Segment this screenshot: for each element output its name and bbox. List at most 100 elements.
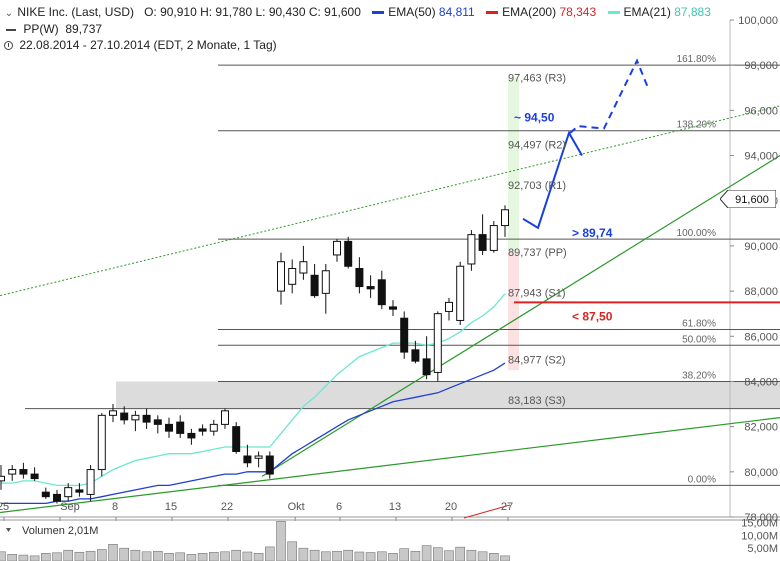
y-tick-label: 96,000 xyxy=(744,105,778,117)
ema200-value: 78,343 xyxy=(559,5,597,19)
ema21-swatch-icon xyxy=(607,11,620,15)
candle xyxy=(221,408,229,429)
candle-body xyxy=(277,261,285,292)
ema-lines xyxy=(1,293,506,505)
candle xyxy=(75,483,84,497)
volume-bar xyxy=(153,550,163,561)
x-tick-label: 6 xyxy=(336,501,342,513)
candle-body xyxy=(254,455,263,459)
volume-bar xyxy=(40,553,51,561)
candle-body xyxy=(86,469,95,495)
candle-body xyxy=(366,286,375,290)
candle xyxy=(333,239,341,262)
ema21-label: EMA(21) xyxy=(623,5,671,19)
volume-bar xyxy=(97,549,107,561)
projection-solid xyxy=(522,130,583,230)
volume-bar xyxy=(432,547,443,561)
candle xyxy=(389,300,397,316)
ema21-value: 87,883 xyxy=(674,5,711,19)
volume-bar xyxy=(410,550,421,561)
volume-bar xyxy=(444,550,454,561)
legend-ema50[interactable]: EMA(50) 84,811 xyxy=(372,5,475,19)
candle-body xyxy=(355,268,364,288)
candle xyxy=(456,261,465,325)
y-tick-label: 80,000 xyxy=(744,467,778,479)
candle xyxy=(433,311,442,382)
projection: ~ 94,50 > 89,74 < 87,50 xyxy=(514,58,780,323)
candle xyxy=(232,422,241,454)
volume-bar xyxy=(108,544,118,561)
chart-background xyxy=(116,77,780,409)
candle xyxy=(8,465,17,481)
candles[interactable] xyxy=(0,205,509,504)
date-range: 22.08.2014 - 27.10.2014 (EDT, 2 Monate, … xyxy=(19,38,277,52)
volume-bar xyxy=(488,553,499,561)
ema200-label: EMA(200) xyxy=(502,5,557,19)
candle xyxy=(299,245,308,280)
projection-dashed xyxy=(569,58,649,134)
volume-bar xyxy=(186,554,197,561)
fib-level-label: 61.80% xyxy=(682,318,716,329)
candle-body xyxy=(467,234,476,265)
candle xyxy=(176,415,185,438)
last-price-tag: 91,600 xyxy=(720,190,776,208)
volume-bar xyxy=(264,546,275,561)
candle xyxy=(109,404,117,423)
volume-bar xyxy=(466,549,477,561)
candle-body xyxy=(389,306,397,310)
ema50-line xyxy=(1,362,506,505)
volume-tick-label: 15,00M xyxy=(741,518,778,530)
legend-ema200[interactable]: EMA(200) 78,343 xyxy=(486,5,596,19)
y-tick-label: 84,000 xyxy=(744,376,778,388)
y-axis: 100,00098,00096,00094,00092,00090,00088,… xyxy=(730,15,778,524)
volume-bar xyxy=(365,552,376,561)
pivot-swatch-icon xyxy=(6,28,16,31)
candle xyxy=(321,263,330,314)
candle xyxy=(209,419,218,436)
candle-body xyxy=(153,419,162,425)
candle xyxy=(277,252,285,305)
volume-bar xyxy=(220,551,230,561)
candle-body xyxy=(344,240,353,267)
x-tick-label: Sep xyxy=(60,501,80,513)
volume-bar xyxy=(354,551,365,561)
candle xyxy=(153,415,162,434)
y-tick-label: 98,000 xyxy=(744,60,778,72)
y-tick-label: 82,000 xyxy=(744,422,778,434)
chevron-down-icon[interactable]: ⌄ xyxy=(4,8,14,19)
ema50-label: EMA(50) xyxy=(388,5,436,19)
candle-body xyxy=(411,349,420,362)
candle-body xyxy=(165,423,173,432)
candle xyxy=(355,257,364,294)
volume-bar xyxy=(119,547,129,561)
candle xyxy=(97,413,106,477)
volume-bar xyxy=(74,551,85,561)
volume-bar xyxy=(85,550,96,561)
volume-bar xyxy=(399,548,410,561)
ema200-swatch-icon xyxy=(486,11,499,15)
volume-bar xyxy=(0,551,6,561)
candle-body xyxy=(232,426,241,452)
candle xyxy=(120,406,129,425)
candle-body xyxy=(243,455,252,464)
candle-body xyxy=(321,270,330,294)
fib-level-label: 38.20% xyxy=(682,370,716,381)
candle-body xyxy=(456,265,465,321)
candle-body xyxy=(120,412,129,421)
candle xyxy=(142,408,151,429)
volume-bar xyxy=(63,549,74,561)
volume-bar xyxy=(130,549,141,561)
volume-bar xyxy=(388,553,398,561)
volume-bar xyxy=(29,555,40,561)
pivot-upper-band xyxy=(508,77,519,252)
x-tick-label: 27 xyxy=(501,501,513,513)
candle-body xyxy=(64,487,73,498)
candle xyxy=(478,214,487,255)
legend-ema21[interactable]: EMA(21) 87,883 xyxy=(607,5,711,19)
x-tick-label: 8 xyxy=(112,501,118,513)
volume-bar xyxy=(276,520,286,561)
candle-body xyxy=(131,414,140,421)
candle-body xyxy=(478,234,487,251)
candle-body xyxy=(109,410,117,416)
